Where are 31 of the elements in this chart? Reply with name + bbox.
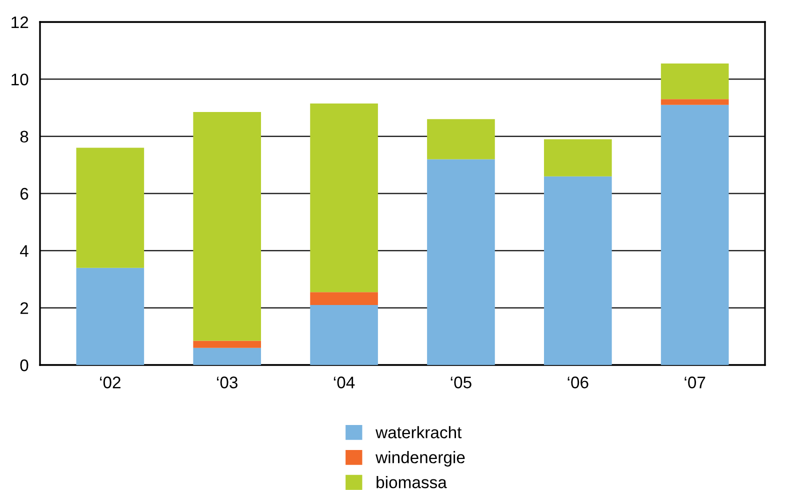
bar [310,292,378,305]
y-tick-label: 4 [20,245,28,257]
bar [660,63,729,100]
legend-label: waterkracht [376,426,462,438]
bar [660,104,729,365]
x-tick-label: ‘02 [100,376,120,388]
y-tick-label: 12 [12,16,28,28]
y-tick-label: 10 [12,74,28,86]
legend-label: biomassa [376,476,447,488]
x-tick-label: ‘04 [334,376,355,388]
x-tick-label: ‘05 [450,376,472,388]
bar [193,348,262,365]
bar [427,159,495,365]
y-tick-label: 0 [20,359,28,372]
bar [310,103,378,292]
bar [76,268,144,365]
bar [427,119,495,160]
bar [193,112,262,341]
bar [193,340,262,348]
bar [544,176,612,365]
y-tick-label: 6 [20,188,28,200]
x-tick-label: ‘06 [568,376,588,388]
y-tick-label: 8 [20,130,28,143]
bar [310,304,378,365]
x-tick-label: ‘07 [684,376,706,388]
legend-label: windenergie [376,451,465,467]
y-tick-label: 2 [20,302,28,314]
bar [544,139,612,176]
bar [660,99,729,105]
x-tick-label: ‘03 [217,376,238,388]
bar [76,148,144,268]
